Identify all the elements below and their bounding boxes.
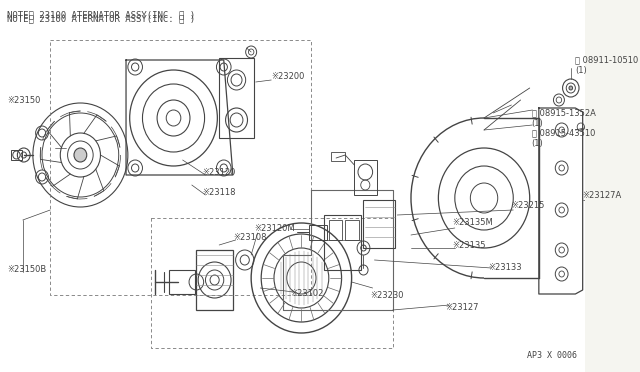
Text: ※23108: ※23108	[233, 232, 266, 241]
Text: Ⓓ 08915-1352A
(1): Ⓓ 08915-1352A (1)	[532, 108, 595, 128]
Bar	[364, 200, 396, 248]
Bar	[196, 250, 233, 310]
Bar	[345, 220, 359, 240]
Text: ※23150: ※23150	[7, 96, 41, 105]
Bar	[355, 160, 377, 195]
Text: ※23120M: ※23120M	[254, 224, 294, 232]
Text: NOTE； 23100 ATERNATOR ASSY(INC. ※ ): NOTE； 23100 ATERNATOR ASSY(INC. ※ )	[7, 10, 195, 19]
Text: ※23127A: ※23127A	[582, 190, 621, 199]
Bar	[219, 58, 254, 138]
Text: ※23133: ※23133	[488, 263, 522, 273]
Text: ※23230: ※23230	[370, 291, 403, 299]
Bar	[308, 225, 327, 240]
Text: ※23215: ※23215	[511, 201, 545, 209]
Text: Ⓓ 08915-43510
(1): Ⓓ 08915-43510 (1)	[532, 128, 595, 148]
Bar	[169, 270, 195, 294]
Circle shape	[74, 148, 87, 162]
Text: ※23127: ※23127	[445, 304, 479, 312]
Text: ※23102: ※23102	[291, 289, 324, 298]
Bar	[50, 40, 310, 295]
Text: ⓝ 08911-10510
(1): ⓝ 08911-10510 (1)	[575, 55, 639, 75]
Bar	[324, 215, 361, 270]
Bar	[329, 220, 342, 240]
Text: ※23135M: ※23135M	[452, 218, 493, 227]
Bar	[331, 152, 345, 161]
Bar	[150, 218, 393, 348]
Text: ※23118: ※23118	[203, 187, 236, 196]
Text: ※23150B: ※23150B	[7, 266, 47, 275]
Text: NOTE； 23100 ATERNATOR ASSY(INC. ※ ): NOTE； 23100 ATERNATOR ASSY(INC. ※ )	[7, 14, 195, 23]
Text: ※23200: ※23200	[271, 71, 305, 80]
Text: ※23135: ※23135	[452, 241, 486, 250]
Text: ※23120: ※23120	[203, 167, 236, 176]
Circle shape	[569, 86, 573, 90]
Bar	[11, 150, 22, 160]
Text: AP3 X 0006: AP3 X 0006	[527, 351, 577, 360]
